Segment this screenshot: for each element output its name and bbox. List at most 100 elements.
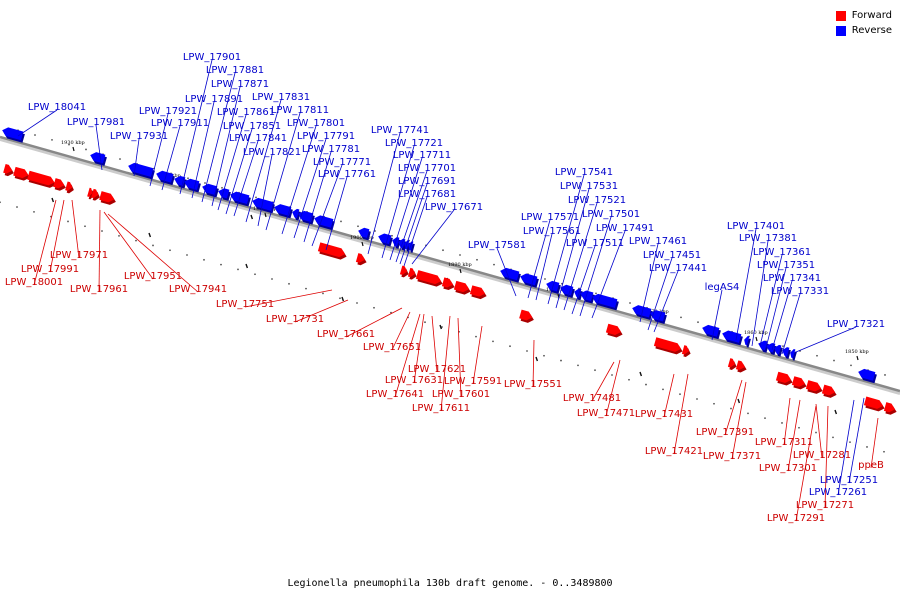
forward-gene-arrow[interactable] [53, 178, 65, 189]
forward-gene-arrow[interactable] [13, 166, 29, 179]
gene-label[interactable]: LPW_17711 [393, 150, 451, 161]
gene-label[interactable]: LPW_17501 [582, 209, 640, 220]
reverse-gene-arrow[interactable] [744, 336, 750, 346]
gene-label[interactable]: LPW_17261 [809, 487, 867, 498]
reverse-gene-arrow[interactable] [858, 368, 876, 381]
forward-gene-arrow[interactable] [469, 285, 486, 297]
gene-label[interactable]: LPW_17531 [560, 181, 618, 192]
gene-label[interactable]: LPW_17901 [183, 52, 241, 63]
gene-label[interactable]: LPW_17921 [139, 106, 197, 117]
reverse-gene-arrow[interactable] [2, 127, 24, 141]
gene-label[interactable]: LPW_17551 [504, 379, 562, 390]
reverse-gene-arrow[interactable] [702, 324, 720, 337]
gene-label[interactable]: LPW_17801 [287, 118, 345, 129]
forward-gene-arrow[interactable] [519, 309, 533, 321]
forward-gene-arrow[interactable] [791, 376, 806, 387]
forward-gene-arrow[interactable] [821, 384, 836, 396]
gene-label[interactable]: LPW_17391 [696, 427, 754, 438]
gene-label[interactable]: LPW_17721 [385, 138, 443, 149]
gene-label[interactable]: LPW_17651 [363, 342, 421, 353]
gene-label[interactable]: LPW_17591 [444, 376, 502, 387]
gene-label[interactable]: LPW_17841 [229, 133, 287, 144]
reverse-gene-arrow[interactable] [292, 208, 300, 219]
gene-label[interactable]: LPW_17781 [302, 144, 360, 155]
forward-gene-arrow[interactable] [27, 170, 55, 186]
reverse-gene-arrow[interactable] [156, 170, 174, 183]
gene-label[interactable]: LPW_17351 [757, 260, 815, 271]
gene-label[interactable]: LPW_17461 [629, 236, 687, 247]
gene-label[interactable]: LPW_17641 [366, 389, 424, 400]
gene-label[interactable]: LPW_17471 [577, 408, 635, 419]
gene-label[interactable]: LPW_17311 [755, 437, 813, 448]
reverse-gene-arrow[interactable] [128, 162, 154, 177]
gene-label[interactable]: LPW_17361 [753, 247, 811, 258]
gene-label[interactable]: LPW_17791 [297, 131, 355, 142]
gene-label[interactable]: LPW_17931 [110, 131, 168, 142]
gene-label[interactable]: legAS4 [705, 282, 740, 293]
gene-label[interactable]: LPW_18001 [5, 277, 63, 288]
gene-label[interactable]: LPW_17831 [252, 92, 310, 103]
forward-gene-arrow[interactable] [727, 358, 736, 368]
gene-label[interactable]: LPW_17581 [468, 240, 526, 251]
forward-gene-arrow[interactable] [407, 267, 416, 278]
forward-gene-arrow[interactable] [99, 191, 115, 203]
gene-label[interactable]: LPW_17271 [796, 500, 854, 511]
gene-label[interactable]: LPW_17401 [727, 221, 785, 232]
gene-label[interactable]: LPW_17741 [371, 125, 429, 136]
gene-label[interactable]: LPW_17421 [645, 446, 703, 457]
gene-label[interactable]: LPW_17571 [521, 212, 579, 223]
gene-label[interactable]: LPW_17661 [317, 329, 375, 340]
gene-label[interactable]: LPW_17751 [216, 299, 274, 310]
reverse-gene-arrow[interactable] [774, 344, 782, 355]
gene-label[interactable]: LPW_17601 [432, 389, 490, 400]
forward-gene-arrow[interactable] [441, 277, 454, 288]
gene-label[interactable]: LPW_17521 [568, 195, 626, 206]
gene-label[interactable]: LPW_17701 [398, 163, 456, 174]
gene-label[interactable]: ppeB [858, 460, 884, 471]
gene-label[interactable]: LPW_17981 [67, 117, 125, 128]
reverse-gene-arrow[interactable] [314, 215, 334, 228]
forward-gene-arrow[interactable] [883, 402, 896, 413]
gene-label[interactable]: LPW_17691 [398, 176, 456, 187]
reverse-gene-arrow[interactable] [632, 305, 652, 318]
gene-label[interactable]: LPW_17881 [206, 65, 264, 76]
gene-label[interactable]: LPW_17911 [151, 118, 209, 129]
gene-label[interactable]: LPW_17291 [767, 513, 825, 524]
gene-label[interactable]: LPW_17991 [21, 264, 79, 275]
gene-label[interactable]: LPW_17281 [793, 450, 851, 461]
reverse-gene-arrow[interactable] [358, 227, 370, 238]
forward-gene-arrow[interactable] [355, 253, 366, 263]
gene-label[interactable]: LPW_17951 [124, 271, 182, 282]
forward-gene-arrow[interactable] [399, 265, 408, 275]
reverse-gene-arrow[interactable] [592, 293, 618, 308]
gene-label[interactable]: LPW_17731 [266, 314, 324, 325]
gene-label[interactable]: LPW_17681 [398, 189, 456, 200]
gene-label[interactable]: LPW_17371 [703, 451, 761, 462]
gene-label[interactable]: LPW_17611 [412, 403, 470, 414]
gene-label[interactable]: LPW_17431 [635, 409, 693, 420]
gene-label[interactable]: LPW_17891 [185, 94, 243, 105]
reverse-gene-arrow[interactable] [218, 188, 230, 199]
reverse-gene-arrow[interactable] [520, 273, 538, 286]
reverse-gene-arrow[interactable] [782, 347, 790, 357]
forward-gene-arrow[interactable] [415, 270, 442, 285]
gene-label[interactable]: LPW_17331 [771, 286, 829, 297]
reverse-gene-arrow[interactable] [274, 204, 292, 216]
gene-label[interactable]: LPW_17671 [425, 202, 483, 213]
gene-label[interactable]: LPW_17631 [385, 375, 443, 386]
gene-label[interactable]: LPW_17621 [408, 364, 466, 375]
gene-label[interactable]: LPW_17321 [827, 319, 885, 330]
forward-gene-arrow[interactable] [65, 181, 73, 191]
forward-gene-arrow[interactable] [735, 360, 746, 370]
gene-label[interactable]: LPW_17771 [313, 157, 371, 168]
gene-label[interactable]: LPW_17561 [523, 226, 581, 237]
gene-label[interactable]: LPW_17811 [271, 105, 329, 116]
reverse-gene-arrow[interactable] [560, 284, 574, 296]
reverse-gene-arrow[interactable] [790, 349, 796, 359]
gene-label[interactable]: LPW_17341 [763, 273, 821, 284]
gene-label[interactable]: LPW_17381 [739, 233, 797, 244]
gene-label[interactable]: LPW_18041 [28, 102, 86, 113]
forward-gene-arrow[interactable] [605, 323, 622, 335]
reverse-gene-arrow[interactable] [722, 330, 742, 343]
gene-label[interactable]: LPW_17861 [217, 107, 275, 118]
